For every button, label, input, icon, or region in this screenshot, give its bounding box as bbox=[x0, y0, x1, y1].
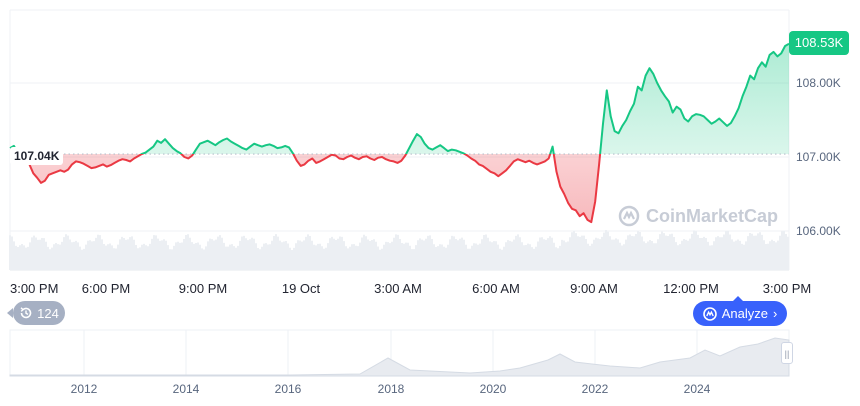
history-count: 124 bbox=[37, 305, 59, 321]
history-icon bbox=[20, 307, 32, 319]
y-tick-label: 108.00K bbox=[796, 76, 841, 90]
analyze-button[interactable]: Analyze › bbox=[693, 296, 787, 326]
navigator-area bbox=[9, 337, 790, 377]
x-tick-label: 6:00 AM bbox=[472, 281, 520, 296]
y-tick-label: 106.00K bbox=[796, 224, 841, 238]
x-tick-label: 19 Oct bbox=[282, 281, 321, 296]
chevron-right-icon: › bbox=[772, 306, 778, 321]
history-year-label: 2016 bbox=[275, 382, 302, 396]
history-year-label: 2020 bbox=[480, 382, 507, 396]
history-year-label: 2024 bbox=[684, 382, 711, 396]
area-fill-up bbox=[10, 43, 789, 155]
history-button[interactable]: 124 bbox=[7, 301, 65, 325]
price-line-down bbox=[18, 154, 602, 224]
analyze-logo-icon bbox=[702, 306, 717, 321]
analyze-label: Analyze bbox=[721, 306, 768, 321]
history-year-label: 2022 bbox=[582, 382, 609, 396]
coinmarketcap-logo-icon bbox=[618, 205, 640, 227]
price-line-up bbox=[9, 42, 790, 155]
current-price-tag: 108.53K bbox=[789, 31, 849, 55]
coinmarketcap-watermark: CoinMarketCap bbox=[618, 205, 778, 227]
x-tick-label: 3:00 AM bbox=[374, 281, 422, 296]
watermark-text: CoinMarketCap bbox=[646, 205, 779, 226]
x-tick-label: 12:00 PM bbox=[663, 281, 719, 296]
area-fill-down bbox=[21, 154, 601, 223]
history-year-label: 2012 bbox=[71, 382, 98, 396]
x-tick-label: 3:00 PM bbox=[763, 281, 811, 296]
volume-bars bbox=[9, 230, 789, 270]
x-tick-label: 6:00 PM bbox=[82, 281, 130, 296]
range-handle[interactable]: || bbox=[781, 342, 793, 364]
history-year-label: 2014 bbox=[173, 382, 200, 396]
reference-price-label: 107.04K bbox=[10, 147, 64, 165]
x-tick-label: 3:00 PM bbox=[10, 281, 58, 296]
history-year-label: 2018 bbox=[378, 382, 405, 396]
x-tick-label: 9:00 AM bbox=[570, 281, 618, 296]
y-tick-label: 107.00K bbox=[796, 150, 841, 164]
x-tick-label: 9:00 PM bbox=[179, 281, 227, 296]
